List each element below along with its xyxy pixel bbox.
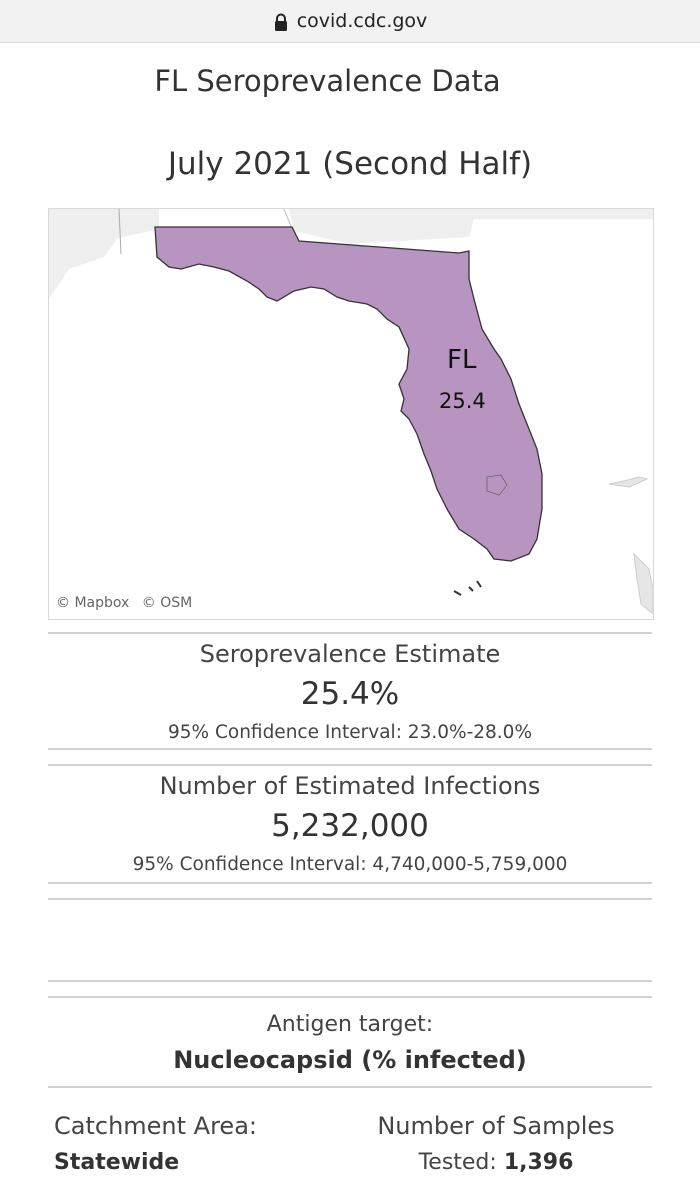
- border-line: [118, 209, 122, 255]
- divider: [48, 632, 652, 634]
- seroprevalence-ci: 95% Confidence Interval: 23.0%-28.0%: [167, 722, 533, 743]
- divider: [48, 1086, 652, 1088]
- divider: [48, 980, 652, 982]
- divider: [48, 898, 652, 900]
- florida-state-shape[interactable]: [154, 226, 543, 562]
- catchment-label: Catchment Area:: [54, 1112, 257, 1140]
- bahamas-island: [608, 476, 649, 488]
- florida-map[interactable]: FL 25.4 © Mapbox © OSM: [48, 208, 654, 620]
- neighbor-land-left: [49, 209, 119, 299]
- attribution-mapbox[interactable]: © Mapbox: [56, 595, 130, 611]
- antigen-value: Nucleocapsid (% infected): [173, 1046, 527, 1074]
- attribution-osm[interactable]: © OSM: [141, 595, 193, 611]
- browser-url-bar[interactable]: covid.cdc.gov: [0, 0, 700, 43]
- samples-tested-label: Tested:: [418, 1150, 504, 1175]
- divider: [48, 748, 652, 750]
- infections-value: 5,232,000: [271, 808, 429, 844]
- samples-value-row: Tested: 1,396: [350, 1150, 642, 1175]
- map-canvas: [49, 209, 653, 615]
- florida-keys: [453, 580, 482, 596]
- neighbor-land: [49, 209, 653, 254]
- map-state-value: 25.4: [439, 389, 486, 413]
- infections-ci: 95% Confidence Interval: 4,740,000-5,759…: [132, 854, 568, 875]
- divider: [48, 882, 652, 884]
- samples-value: 1,396: [503, 1150, 574, 1175]
- seroprevalence-label: Seroprevalence Estimate: [199, 640, 501, 668]
- divider: [48, 764, 652, 766]
- infections-label: Number of Estimated Infections: [159, 772, 541, 800]
- lock-icon: [274, 13, 287, 31]
- catchment-value: Statewide: [54, 1150, 180, 1175]
- divider: [48, 996, 652, 998]
- period-title: July 2021 (Second Half): [167, 146, 533, 182]
- antigen-label: Antigen target:: [266, 1012, 434, 1037]
- lake-okeechobee: [486, 474, 508, 496]
- url-text[interactable]: covid.cdc.gov: [296, 10, 428, 32]
- page-title: FL Seroprevalence Data: [154, 64, 501, 98]
- bahamas-island: [633, 552, 653, 615]
- map-attribution[interactable]: © Mapbox © OSM: [56, 595, 200, 611]
- samples-label: Number of Samples: [377, 1112, 615, 1140]
- seroprevalence-value: 25.4%: [300, 676, 400, 712]
